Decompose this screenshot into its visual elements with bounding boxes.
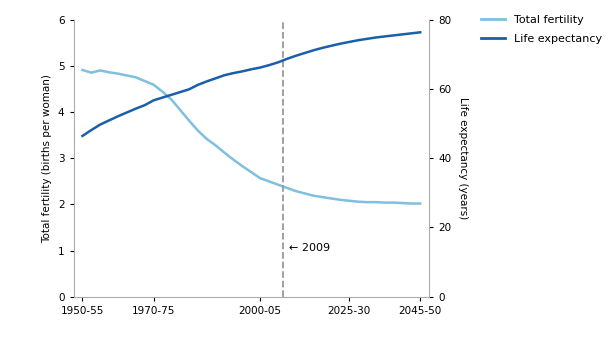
Total fertility — [275, 183, 282, 187]
Life expectancy — [292, 54, 300, 58]
Life expectancy — [319, 46, 326, 50]
Life expectancy — [328, 44, 335, 48]
Total fertility — [248, 170, 255, 174]
Total fertility — [372, 200, 379, 204]
Total fertility — [381, 201, 389, 205]
Life expectancy — [364, 37, 371, 41]
Total fertility — [212, 144, 219, 148]
Total fertility — [283, 186, 291, 190]
Life expectancy — [186, 87, 193, 91]
Life expectancy — [97, 123, 104, 127]
Total fertility — [310, 194, 318, 198]
Life expectancy — [372, 35, 379, 39]
Total fertility — [390, 201, 397, 205]
Life expectancy — [123, 111, 131, 115]
Life expectancy — [257, 65, 264, 69]
Total fertility — [141, 79, 148, 83]
Text: ← 2009: ← 2009 — [289, 243, 330, 253]
Life expectancy — [399, 32, 406, 36]
Total fertility — [88, 71, 95, 75]
Life expectancy — [337, 42, 344, 46]
Total fertility — [230, 158, 237, 162]
Life expectancy — [141, 103, 148, 107]
Life expectancy — [283, 57, 291, 61]
Life expectancy — [168, 93, 175, 97]
Total fertility — [301, 191, 308, 195]
Total fertility — [239, 164, 246, 168]
Total fertility — [319, 195, 326, 199]
Life expectancy — [248, 67, 255, 71]
Life expectancy — [390, 33, 397, 37]
Total fertility — [186, 119, 193, 123]
Total fertility — [257, 176, 264, 180]
Total fertility — [105, 70, 113, 74]
Life expectancy — [159, 96, 166, 100]
Line: Life expectancy: Life expectancy — [83, 32, 421, 136]
Total fertility — [123, 73, 131, 78]
Total fertility — [346, 199, 353, 203]
Total fertility — [194, 129, 202, 133]
Total fertility — [204, 137, 211, 141]
Total fertility — [292, 189, 300, 193]
Life expectancy — [79, 134, 86, 138]
Total fertility — [265, 179, 273, 183]
Life expectancy — [301, 51, 308, 55]
Life expectancy — [346, 40, 353, 44]
Total fertility — [328, 196, 335, 201]
Life expectancy — [265, 63, 273, 67]
Total fertility — [79, 68, 86, 72]
Line: Total fertility: Total fertility — [83, 70, 421, 204]
Life expectancy — [177, 90, 184, 94]
Life expectancy — [354, 38, 362, 42]
Life expectancy — [204, 79, 211, 83]
Total fertility — [337, 198, 344, 202]
Total fertility — [221, 151, 229, 155]
Life expectancy — [194, 83, 202, 87]
Total fertility — [150, 83, 158, 87]
Life expectancy — [132, 106, 140, 111]
Life expectancy — [239, 69, 246, 73]
Total fertility — [417, 202, 424, 206]
Total fertility — [132, 75, 140, 79]
Total fertility — [97, 68, 104, 72]
Life expectancy — [275, 60, 282, 64]
Y-axis label: Total fertility (births per woman): Total fertility (births per woman) — [42, 74, 52, 243]
Life expectancy — [230, 71, 237, 75]
Life expectancy — [105, 118, 113, 122]
Life expectancy — [221, 73, 229, 77]
Life expectancy — [88, 128, 95, 132]
Total fertility — [168, 97, 175, 101]
Total fertility — [115, 72, 122, 76]
Life expectancy — [212, 76, 219, 80]
Total fertility — [399, 201, 406, 205]
Total fertility — [177, 108, 184, 112]
Life expectancy — [417, 30, 424, 34]
Total fertility — [408, 202, 415, 206]
Legend: Total fertility, Life expectancy: Total fertility, Life expectancy — [476, 10, 607, 48]
Life expectancy — [310, 48, 318, 52]
Life expectancy — [115, 114, 122, 118]
Y-axis label: Life expectancy (years): Life expectancy (years) — [458, 97, 468, 219]
Total fertility — [364, 200, 371, 204]
Total fertility — [159, 90, 166, 94]
Life expectancy — [408, 31, 415, 35]
Life expectancy — [150, 98, 158, 102]
Total fertility — [354, 200, 362, 204]
Life expectancy — [381, 34, 389, 38]
